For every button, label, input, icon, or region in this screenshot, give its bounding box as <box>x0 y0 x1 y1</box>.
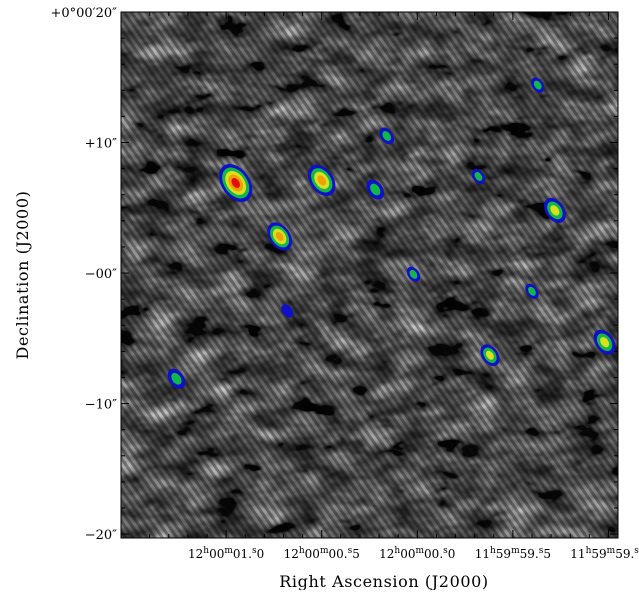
x-tick-label: 12h00m01.s0 <box>188 546 264 561</box>
plot-frame <box>120 11 619 539</box>
radio-source <box>267 222 293 251</box>
y-tick-label: −00″ <box>85 267 117 282</box>
y-tick-labels: +0°00′20″ +10″ −00″ −10″ −20″ <box>50 6 117 543</box>
y-tick-label: −10″ <box>85 398 117 413</box>
radio-source <box>281 304 294 318</box>
radio-source <box>167 368 186 389</box>
y-axis-label: Declination (J2000) <box>13 191 32 360</box>
radio-source <box>480 344 500 367</box>
x-tick-label: 11h59m59.s0 <box>570 546 639 561</box>
contour-level <box>486 350 494 360</box>
contour-level <box>382 131 392 141</box>
radio-source <box>219 163 253 202</box>
radio-source <box>307 164 336 197</box>
contour-level <box>281 304 294 318</box>
contour-level <box>533 80 542 90</box>
axis-ticks <box>121 11 618 538</box>
y-tick-label: +10″ <box>85 137 117 152</box>
y-tick-label: −20″ <box>85 528 117 543</box>
contour-level <box>528 286 536 296</box>
contour-level <box>409 269 418 279</box>
radio-source <box>379 127 395 145</box>
radio-source <box>531 77 545 93</box>
contour-level <box>231 178 241 188</box>
x-tick-labels: 12h00m01.s0 12h00m00.s5 12h00m00.s0 11h59m5… <box>188 546 639 561</box>
contour-level <box>275 232 284 241</box>
contour-level <box>474 172 483 181</box>
radio-source <box>471 168 486 185</box>
plot-area <box>121 12 618 538</box>
source-contours <box>167 77 616 389</box>
contour-level <box>600 337 610 348</box>
contour-level <box>317 175 327 186</box>
x-tick-label: 12h00m00.s0 <box>379 546 455 561</box>
radio-source <box>525 283 539 299</box>
y-tick-label: +0°00′20″ <box>50 6 117 21</box>
x-axis-label: Right Ascension (J2000) <box>279 572 489 590</box>
radio-source <box>406 266 421 282</box>
contour-level <box>550 205 560 216</box>
x-tick-label: 12h00m00.s5 <box>284 546 360 561</box>
radio-source <box>366 179 385 200</box>
map-stripe-pattern <box>121 12 618 538</box>
contour-level <box>370 183 381 196</box>
contour-level <box>171 372 182 385</box>
radio-source <box>593 329 616 355</box>
radio-source <box>543 197 566 223</box>
x-tick-label: 11h59m59.s5 <box>475 546 551 561</box>
